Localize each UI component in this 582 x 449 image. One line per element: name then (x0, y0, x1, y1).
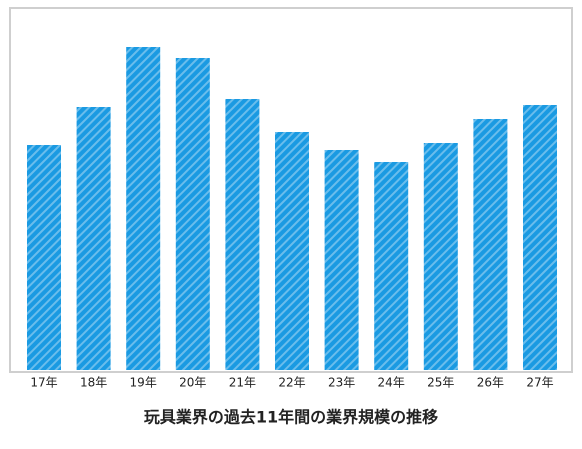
bar (27, 145, 61, 370)
x-tick-label: 21年 (229, 376, 256, 390)
bar (76, 107, 111, 370)
bar (523, 105, 557, 370)
bar (324, 150, 359, 370)
plot-frame (9, 7, 573, 373)
x-tick-label: 27年 (526, 376, 553, 390)
chart-title: 玩具業界の過去11年間の業界規模の推移 (144, 408, 438, 427)
x-tick-label: 23年 (328, 376, 355, 390)
x-tick-label: 19年 (130, 376, 157, 390)
bar (175, 58, 210, 370)
bar (275, 132, 309, 370)
x-tick-label: 25年 (427, 376, 454, 390)
bar (225, 99, 260, 370)
x-tick-label: 26年 (477, 376, 504, 390)
bar (126, 47, 161, 370)
x-tick-label: 18年 (80, 376, 107, 390)
bar (423, 143, 458, 370)
x-tick-label: 17年 (30, 376, 57, 390)
bar (374, 162, 409, 370)
x-tick-label: 20年 (179, 376, 206, 390)
bar (473, 119, 508, 370)
x-tick-label: 22年 (278, 376, 305, 390)
x-tick-label: 24年 (378, 376, 405, 390)
